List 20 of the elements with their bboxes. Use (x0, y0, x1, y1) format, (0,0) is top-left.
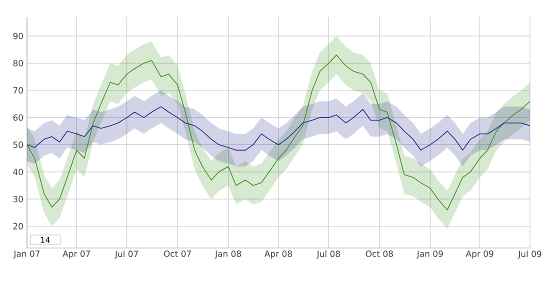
x-tick-label: Jul 07 (114, 250, 138, 259)
y-tick-label: 60 (13, 114, 23, 121)
y-tick-label: 70 (13, 87, 23, 94)
x-tick-label: Jan 08 (214, 250, 241, 259)
x-tick-label: Apr 09 (466, 250, 494, 259)
x-tick-label: Oct 08 (366, 250, 393, 257)
x-tick-label: Jul 08 (316, 250, 340, 259)
x-tick-label: Jan 07 (13, 250, 40, 259)
y-tick-label: 20 (13, 223, 23, 230)
x-tick-label: Apr 08 (264, 250, 292, 259)
y-tick-label: 90 (13, 32, 23, 40)
y-tick-label: 50 (13, 142, 23, 148)
y-tick-label: 80 (13, 60, 23, 66)
y-tick-label: 30 (13, 196, 23, 202)
x-tick-label: Jan 09 (416, 250, 443, 259)
y-tick-label: 40 (13, 168, 23, 176)
x-tick-label: Oct 07 (164, 250, 191, 257)
line-series (27, 54, 530, 210)
x-tick-label: Apr 07 (62, 250, 90, 259)
x-tick-label: Jul 09 (518, 250, 542, 259)
